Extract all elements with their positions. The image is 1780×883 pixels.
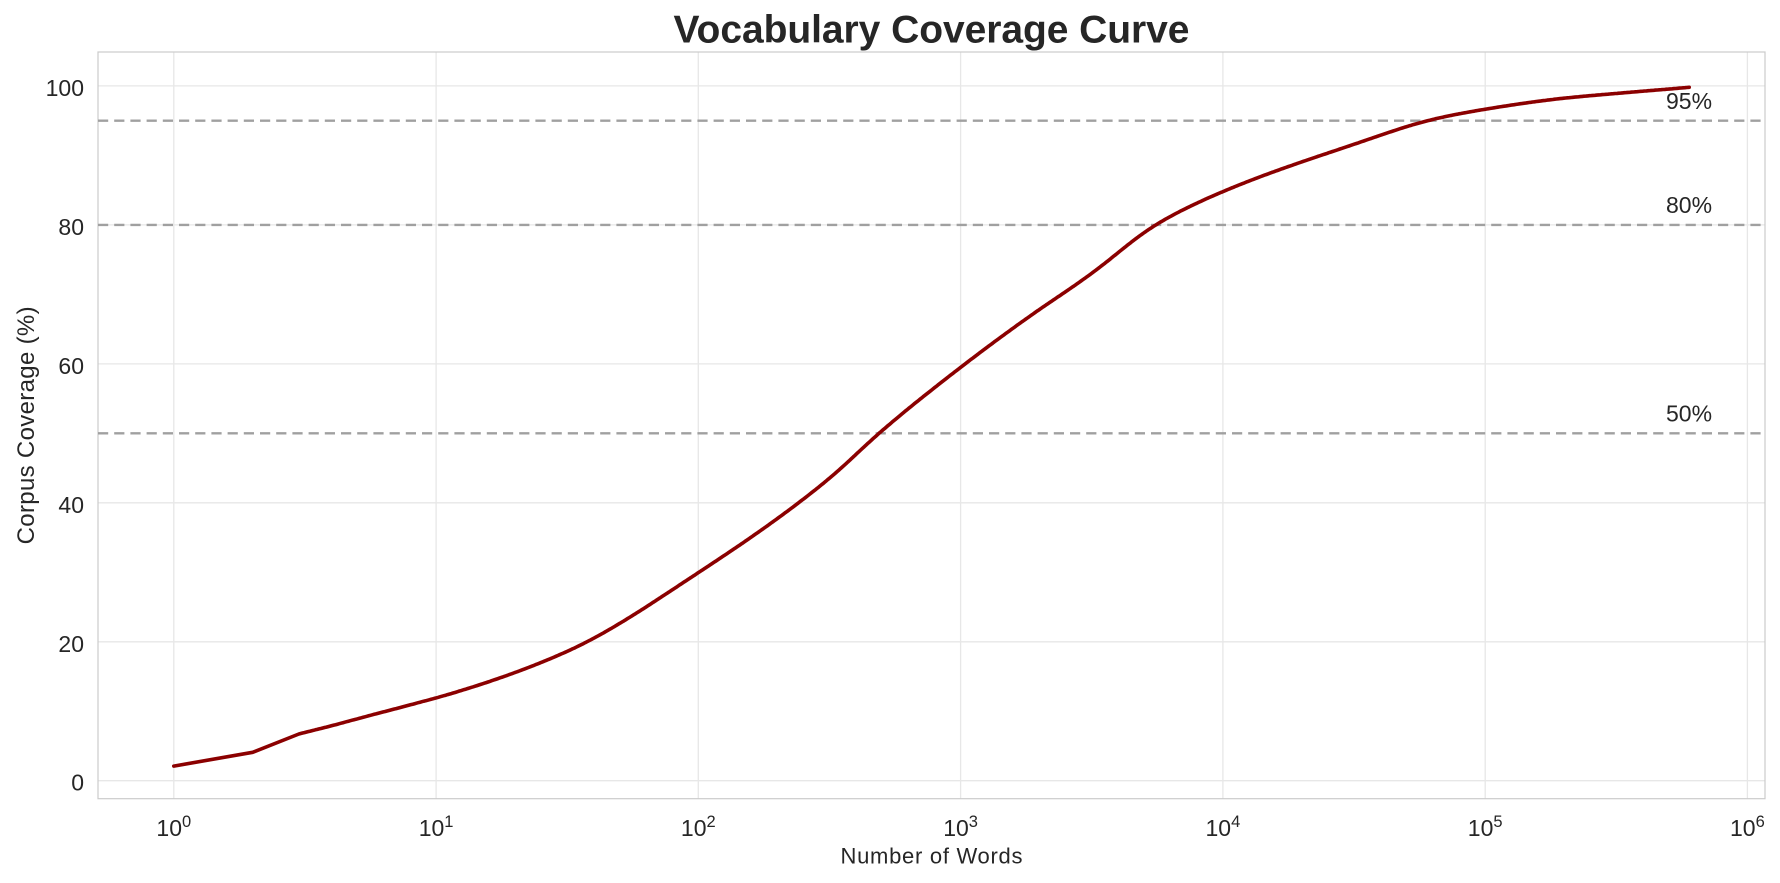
svg-text:80: 80 — [58, 214, 84, 240]
svg-text:40: 40 — [58, 492, 84, 518]
svg-text:95%: 95% — [1666, 88, 1712, 114]
svg-text:0: 0 — [71, 770, 84, 796]
svg-text:Corpus Coverage (%): Corpus Coverage (%) — [13, 306, 40, 544]
svg-text:60: 60 — [58, 353, 84, 379]
svg-text:102: 102 — [681, 813, 716, 841]
svg-text:100: 100 — [46, 75, 84, 101]
svg-text:20: 20 — [58, 631, 84, 657]
svg-text:50%: 50% — [1666, 401, 1712, 427]
svg-text:80%: 80% — [1666, 192, 1712, 218]
svg-text:Vocabulary Coverage Curve: Vocabulary Coverage Curve — [674, 9, 1190, 52]
svg-text:Number of Words: Number of Words — [841, 843, 1023, 868]
